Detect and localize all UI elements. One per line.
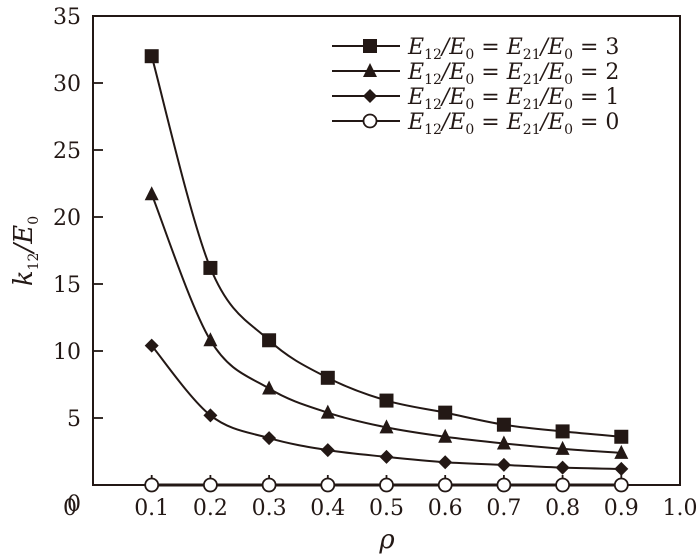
diamond-marker-icon (144, 338, 159, 353)
legend-item: E12/E0 = E21/E0 = 0 (332, 110, 619, 138)
series-line (150, 55, 622, 438)
square-marker-icon (555, 424, 570, 439)
triangle-marker-icon (144, 186, 159, 201)
triangle-legend-icon (363, 63, 377, 77)
legend-label: E12/E0 = E21/E0 = 0 (407, 110, 619, 138)
square-marker-icon (144, 49, 159, 64)
diamond-marker-icon (203, 408, 218, 423)
y-axis-ticks: 0 5 10 15 20 25 30 35 (53, 5, 103, 517)
triangle-marker-icon (379, 419, 394, 434)
x-tick-label: 1.0 (663, 496, 698, 521)
y-title-slash: /E (9, 225, 39, 256)
legend-label: E12/E0 = E21/E0 = 3 (407, 35, 619, 63)
legend-label: E12/E0 = E21/E0 = 1 (407, 85, 619, 113)
open-circle-marker-icon (379, 477, 394, 493)
y-title-sub2: 0 (26, 216, 42, 225)
open-circle-marker-icon (202, 477, 218, 493)
open-circle-marker-icon (555, 477, 570, 493)
open-circle-marker-icon (437, 477, 453, 493)
y-tick-label: 15 (53, 273, 81, 298)
x-tick-label: 0.2 (193, 496, 228, 521)
open-circle-marker-icon (320, 477, 336, 493)
series-square (144, 49, 629, 444)
y-tick-label: 5 (67, 407, 81, 432)
diamond-marker-icon (262, 431, 277, 446)
square-legend-icon (363, 39, 377, 53)
open-circle-marker-icon (261, 477, 277, 493)
x-tick-label: 0.8 (545, 496, 580, 521)
triangle-marker-icon (320, 404, 335, 419)
y-tick-label: 20 (53, 206, 81, 231)
legend-label: E12/E0 = E21/E0 = 2 (407, 60, 619, 88)
legend-item: E12/E0 = E21/E0 = 1 (332, 85, 619, 113)
diamond-marker-icon (379, 449, 394, 464)
diamond-marker-icon (614, 461, 629, 476)
triangle-marker-icon (555, 440, 570, 455)
series-line (150, 193, 622, 454)
open-circle-marker-icon (496, 477, 512, 493)
diamond-marker-icon (438, 455, 453, 470)
y-tick-label: 30 (53, 72, 81, 97)
open-circle-marker-icon (144, 477, 160, 493)
y-axis-title: k12/E0 (9, 216, 42, 286)
triangle-marker-icon (203, 332, 218, 347)
diamond-marker-icon (555, 460, 570, 475)
y-tick-label: 0 (67, 492, 81, 517)
x-tick-label: 0.7 (486, 496, 521, 521)
y-title-main: k (9, 270, 39, 286)
x-tick-label: 0.9 (604, 496, 639, 521)
y-title-sub: 12 (26, 253, 42, 271)
x-tick-label: 0.3 (252, 496, 287, 521)
square-marker-icon (614, 429, 629, 444)
diamond-marker-icon (496, 457, 511, 472)
square-marker-icon (438, 405, 453, 420)
square-marker-icon (203, 260, 218, 275)
diamond-marker-icon (320, 443, 335, 458)
triangle-marker-icon (438, 428, 453, 443)
series-layer (144, 49, 629, 493)
x-tick-label: 0.5 (369, 496, 404, 521)
square-marker-icon (379, 393, 394, 408)
diamond-legend-icon (363, 89, 377, 103)
series-triangle (144, 186, 629, 459)
open-circle-marker-icon (613, 477, 629, 493)
y-tick-label: 10 (53, 340, 81, 365)
square-marker-icon (262, 333, 277, 348)
x-tick-label: 0 (63, 496, 77, 521)
x-tick-label: 0.6 (428, 496, 463, 521)
series-open-circle (144, 477, 629, 493)
open-circle-legend-icon (362, 113, 378, 129)
x-tick-label: 0.4 (310, 496, 345, 521)
triangle-marker-icon (262, 380, 277, 395)
triangle-marker-icon (496, 435, 511, 450)
legend-item: E12/E0 = E21/E0 = 2 (332, 60, 619, 88)
y-tick-label: 25 (53, 139, 81, 164)
y-tick-label: 35 (53, 5, 81, 30)
square-marker-icon (320, 370, 335, 385)
triangle-marker-icon (614, 444, 629, 459)
series-diamond (144, 338, 629, 476)
square-marker-icon (496, 417, 511, 432)
x-axis-title: ρ (378, 525, 395, 555)
x-tick-label: 0.1 (134, 496, 169, 521)
legend-item: E12/E0 = E21/E0 = 3 (332, 35, 619, 63)
